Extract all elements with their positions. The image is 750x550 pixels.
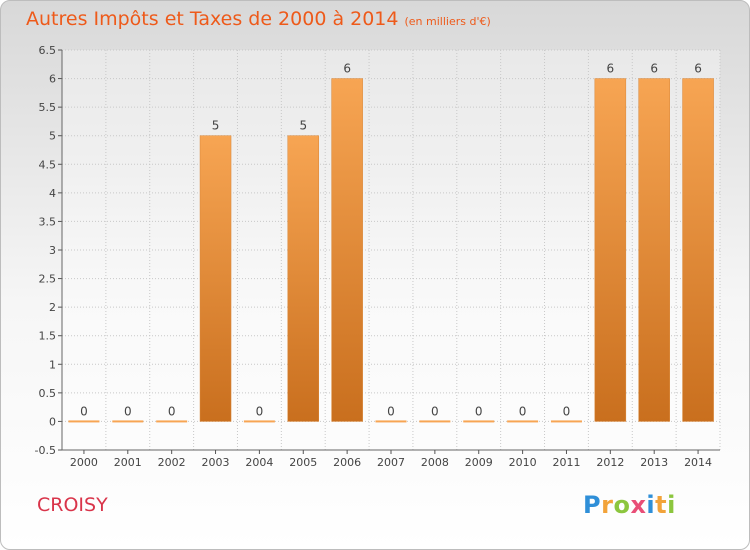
x-tick-label: 2011 [552, 456, 580, 469]
logo-letter: x [630, 491, 647, 519]
x-tick-label: 2000 [70, 456, 98, 469]
y-tick-label: 4 [49, 187, 56, 200]
y-tick-label: 5 [49, 130, 56, 143]
logo-letter: o [613, 491, 631, 519]
data-label: 0 [519, 404, 527, 418]
bar [112, 420, 144, 423]
data-label: 6 [343, 62, 351, 76]
x-tick-label: 2006 [333, 456, 361, 469]
x-tick-label: 2010 [509, 456, 537, 469]
data-label: 0 [387, 404, 395, 418]
bar [199, 135, 232, 422]
data-label: 0 [124, 404, 132, 418]
data-label: 6 [607, 62, 615, 76]
y-tick-label: 3.5 [39, 215, 57, 228]
y-tick-label: 5.5 [39, 101, 57, 114]
y-tick-label: 4.5 [39, 158, 57, 171]
logo-letter: r [601, 491, 614, 519]
title-unit: (en milliers d'€) [404, 15, 491, 28]
y-tick-label: 2 [49, 301, 56, 314]
data-label: 0 [563, 404, 571, 418]
x-tick-label: 2012 [596, 456, 624, 469]
bar [507, 420, 539, 423]
bar [682, 78, 714, 422]
bar [287, 135, 320, 422]
bar [463, 420, 495, 423]
x-tick-label: 2002 [158, 456, 186, 469]
bar [550, 420, 582, 423]
logo-letter: t [655, 491, 668, 519]
data-label: 0 [80, 404, 88, 418]
y-tick-label: 1 [49, 358, 56, 371]
x-tick-label: 2007 [377, 456, 405, 469]
y-tick-label: 2.5 [39, 273, 57, 286]
data-label: 0 [256, 404, 264, 418]
logo-letter: P [583, 491, 602, 519]
place-name: CROISY [37, 494, 108, 516]
data-label: 0 [168, 404, 176, 418]
data-label: 5 [212, 119, 220, 133]
y-tick-label: 0.5 [39, 387, 57, 400]
x-tick-label: 2014 [684, 456, 712, 469]
x-tick-label: 2003 [202, 456, 230, 469]
proxiti-logo[interactable]: Proxiti [583, 491, 676, 519]
x-tick-label: 2008 [421, 456, 449, 469]
x-tick-label: 2004 [245, 456, 273, 469]
bar [594, 78, 627, 422]
data-label: 0 [475, 404, 483, 418]
data-label: 5 [299, 119, 307, 133]
bar [156, 420, 188, 423]
y-tick-label: 1.5 [39, 330, 57, 343]
y-tick-label: -0.5 [35, 444, 56, 457]
bar [331, 78, 363, 422]
data-label: 6 [694, 62, 702, 76]
bar [243, 420, 275, 423]
bar [419, 420, 451, 423]
x-tick-label: 2009 [465, 456, 493, 469]
bar [375, 420, 407, 423]
bar [68, 420, 100, 423]
x-tick-label: 2013 [640, 456, 668, 469]
y-tick-label: 0 [49, 415, 56, 428]
data-label: 6 [650, 62, 658, 76]
bar [638, 78, 670, 422]
y-tick-label: 6 [49, 73, 56, 86]
logo-letter: i [667, 491, 676, 519]
title-main: Autres Impôts et Taxes de 2000 à 2014 [26, 8, 399, 30]
data-label: 0 [431, 404, 439, 418]
chart-title: Autres Impôts et Taxes de 2000 à 2014 (en… [26, 8, 491, 30]
x-tick-label: 2005 [289, 456, 317, 469]
y-tick-label: 3 [49, 244, 56, 257]
logo-letter: i [646, 491, 656, 519]
y-tick-label: 6.5 [39, 44, 57, 57]
x-tick-label: 2001 [114, 456, 142, 469]
